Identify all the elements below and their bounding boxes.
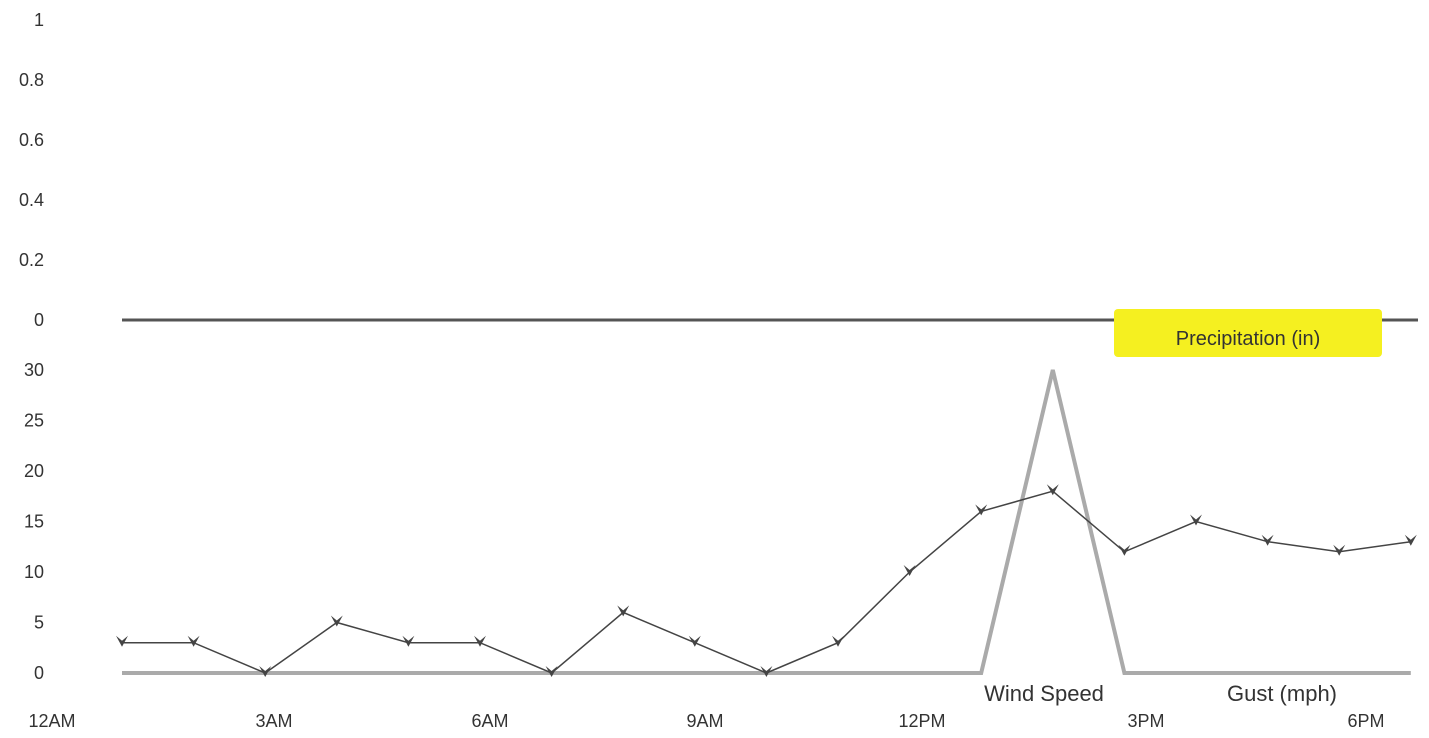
x-tick-label: 6PM	[1347, 711, 1384, 731]
precipitation-legend: Precipitation (in)	[1114, 309, 1382, 357]
wind-y-tick-label: 0	[34, 663, 44, 683]
wind-direction-marker	[1190, 514, 1202, 526]
precip-y-tick-label: 0.4	[19, 190, 44, 210]
legend-highlight	[1114, 309, 1382, 357]
x-tick-label: 9AM	[686, 711, 723, 731]
gust-line	[122, 369, 1411, 675]
wind-speed-line	[122, 490, 1411, 674]
wind-direction-marker	[1046, 484, 1059, 496]
precip-y-tick-label: 0	[34, 310, 44, 330]
wind-direction-marker	[330, 615, 343, 627]
x-axis: 12AM 3AM 6AM 9AM 12PM 3PM 6PM	[28, 711, 1384, 731]
precip-y-tick-label: 0.8	[19, 70, 44, 90]
wind-legend: Wind Speed Gust (mph)	[984, 681, 1337, 706]
x-tick-label: 3AM	[255, 711, 292, 731]
wind-y-tick-label: 5	[34, 613, 44, 633]
wind-direction-marker	[474, 635, 486, 647]
wind-y-tick-label: 20	[24, 461, 44, 481]
precip-y-tick-label: 1	[34, 10, 44, 30]
precipitation-y-axis: 1 0.8 0.6 0.4 0.2 0	[19, 10, 44, 330]
wind-direction-marker	[1404, 534, 1417, 546]
legend-wind-speed: Wind Speed	[984, 681, 1104, 706]
x-tick-label: 3PM	[1127, 711, 1164, 731]
wind-y-tick-label: 15	[24, 512, 44, 532]
wind-y-axis: 30 25 20 15 10 5 0	[24, 360, 44, 683]
wind-direction-marker	[688, 635, 701, 647]
legend-gust: Gust (mph)	[1227, 681, 1337, 706]
precip-y-tick-label: 0.2	[19, 250, 44, 270]
wind-direction-marker	[975, 504, 988, 516]
wind-direction-marker	[903, 565, 916, 576]
precip-y-tick-label: 0.6	[19, 130, 44, 150]
wind-direction-marker	[760, 666, 773, 677]
x-tick-label: 12AM	[28, 711, 75, 731]
legend-precipitation: Precipitation (in)	[1176, 328, 1321, 350]
wind-direction-marker	[617, 605, 630, 617]
wind-direction-marker	[259, 666, 272, 677]
wind-direction-marker	[116, 635, 128, 647]
wind-direction-marker	[187, 635, 200, 647]
wind-direction-marker	[1118, 544, 1131, 556]
wind-y-tick-label: 30	[24, 360, 44, 380]
wind-direction-marker	[545, 666, 558, 677]
x-tick-label: 6AM	[471, 711, 508, 731]
wind-direction-marker	[1333, 544, 1346, 556]
wind-y-tick-label: 10	[24, 562, 44, 582]
x-tick-label: 12PM	[898, 711, 945, 731]
wind-plot	[116, 369, 1417, 677]
wind-direction-marker	[832, 635, 844, 647]
wind-y-tick-label: 25	[24, 411, 44, 431]
wind-direction-marker	[1261, 534, 1274, 546]
wind-direction-marker	[402, 635, 415, 647]
